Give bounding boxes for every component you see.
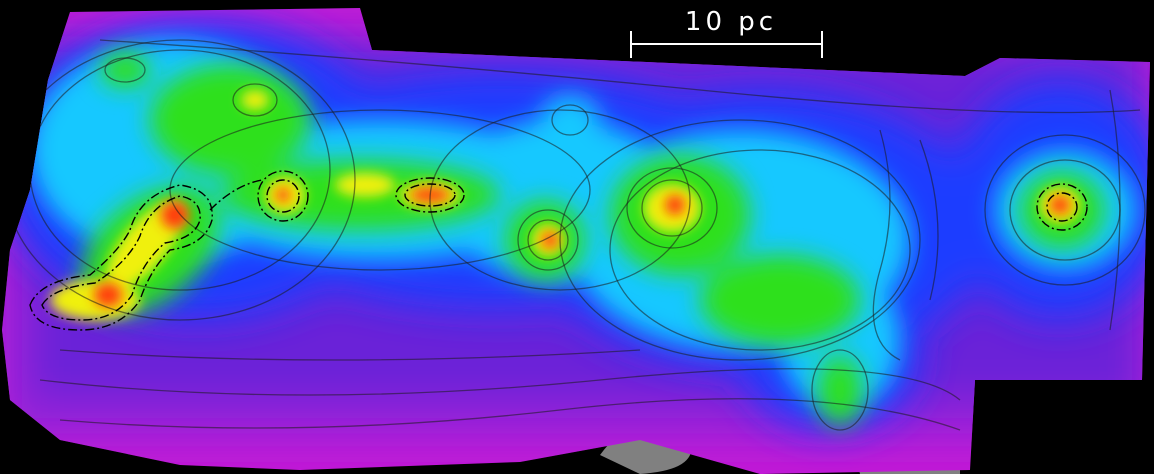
scale-bar-label: 10 pc: [685, 7, 777, 37]
scale-bar: 10 pc: [630, 7, 823, 58]
contour-lines: [4, 39, 1146, 431]
peak-contours: [29, 170, 1088, 331]
